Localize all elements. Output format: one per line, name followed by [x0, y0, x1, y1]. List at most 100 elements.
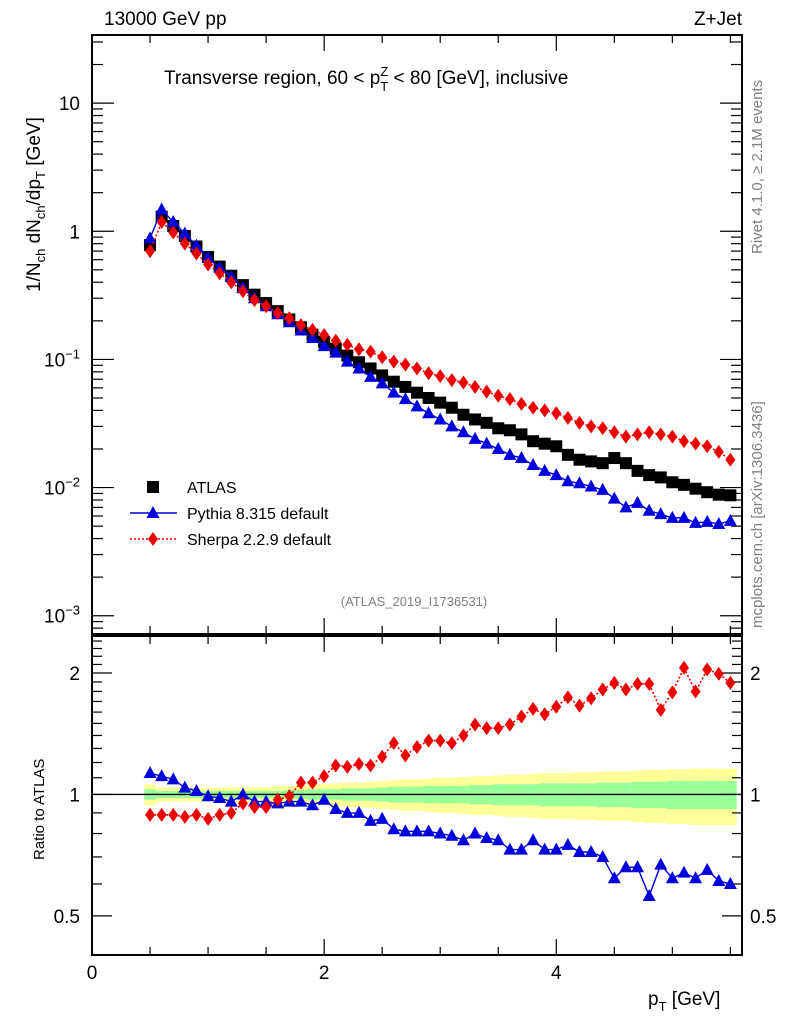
- ratio-sherpa-point: [272, 792, 283, 807]
- ratio-y-tick-label-right: 1: [750, 785, 761, 806]
- ratio-pythia-point: [573, 845, 586, 858]
- ratio-pythia-point: [166, 772, 180, 785]
- main-sherpa-point: [214, 266, 225, 281]
- main-sherpa-point: [458, 375, 469, 390]
- ratio-sherpa-point: [597, 682, 608, 697]
- main-pythia-point: [387, 385, 401, 398]
- main-pythia-point: [549, 468, 563, 481]
- ratio-pythia-point: [224, 794, 238, 807]
- x-tick-label: 4: [551, 963, 562, 984]
- main-pythia-point: [642, 503, 656, 516]
- ratio-pythia-point: [480, 830, 494, 843]
- legend: ATLAS Pythia 8.315 default Sherpa 2.2.9 de…: [130, 480, 332, 549]
- main-pythia-point: [712, 516, 726, 529]
- main-atlas-point: [538, 437, 551, 450]
- ratio-sherpa-point: [307, 775, 318, 790]
- main-sherpa-point: [539, 403, 550, 418]
- ratio-pythia-point: [665, 871, 679, 884]
- main-pythia-point: [410, 399, 424, 412]
- ratio-pythia-point: [549, 842, 563, 855]
- main-atlas-point: [701, 486, 714, 499]
- main-sherpa-point: [562, 410, 573, 425]
- main-sherpa-point: [574, 415, 585, 430]
- main-pythia-point: [189, 238, 203, 251]
- y-tick-label: 10−3: [44, 603, 80, 628]
- ratio-sherpa-point: [562, 690, 573, 705]
- ratio-pythia-point: [456, 833, 470, 846]
- main-pythia-point: [619, 500, 633, 513]
- ratio-pythia-point: [607, 871, 621, 884]
- main-atlas-point: [387, 375, 400, 388]
- main-sherpa-point: [203, 257, 214, 272]
- main-sherpa-point: [713, 444, 724, 459]
- main-atlas-point: [608, 452, 621, 465]
- main-pythia-point: [306, 330, 320, 343]
- main-sherpa-point: [644, 425, 655, 440]
- main-frame: [91, 34, 743, 635]
- main-sherpa-point: [690, 436, 701, 451]
- main-pythia-point: [468, 431, 482, 444]
- main-pythia-point: [433, 412, 447, 425]
- main-sherpa-point: [551, 406, 562, 421]
- main-atlas-point: [422, 391, 435, 404]
- main-pythia-point: [201, 250, 215, 263]
- x-tick-label: 0: [87, 963, 98, 984]
- main-atlas-point: [411, 386, 423, 399]
- ratio-sherpa-point: [191, 807, 202, 822]
- main-sherpa-point: [528, 400, 539, 415]
- title-sup: Z: [380, 64, 388, 79]
- main-pythia-point: [700, 514, 714, 527]
- ratio-sherpa-point: [551, 699, 562, 714]
- ratio-pythia-point: [503, 842, 517, 855]
- axes: 0 2 4 10 1 10−1 10−2 10−3 2 2 1 1 0.5 0.5: [44, 34, 776, 984]
- ratio-sherpa-point: [203, 811, 214, 826]
- ratio-pythia-point: [596, 849, 610, 862]
- main-pythia-point: [352, 361, 366, 374]
- main-sherpa-point: [249, 293, 260, 308]
- ratio-pythia-point: [619, 860, 633, 873]
- main-atlas-point: [585, 455, 598, 468]
- main-sherpa-point: [353, 342, 364, 357]
- analysis-watermark: (ATLAS_2019_I1736531): [341, 594, 487, 609]
- title-sub: T: [380, 79, 388, 94]
- title-pre: Transverse region, 60 < p: [164, 68, 380, 89]
- main-sherpa-point: [365, 344, 376, 359]
- ratio-sherpa-point: [261, 800, 272, 815]
- main-pythia-point: [654, 507, 668, 520]
- main-sherpa-point: [295, 318, 306, 333]
- ratio-sherpa-point: [586, 691, 597, 706]
- ratio-pythia-point: [468, 826, 482, 839]
- main-pythia-point: [503, 447, 517, 460]
- main-sherpa-point: [272, 306, 283, 321]
- main-sherpa-point: [725, 452, 736, 467]
- ratio-y-tick-label-right: 2: [750, 664, 761, 685]
- main-sherpa-point: [446, 373, 457, 388]
- ratio-sherpa-point: [353, 756, 364, 771]
- main-atlas-point: [457, 408, 470, 421]
- main-sherpa-point: [191, 246, 202, 261]
- ratio-pythia-point: [236, 787, 250, 800]
- ratio-sherpa-point: [400, 748, 411, 763]
- ratio-sherpa-point: [342, 759, 353, 774]
- ratio-sherpa-point: [539, 707, 550, 722]
- main-sherpa-point: [423, 366, 434, 381]
- main-pythia-point: [143, 231, 157, 244]
- main-pythia-point: [514, 451, 528, 464]
- ratio-pythia-point: [584, 845, 598, 858]
- ratio-sherpa-point: [446, 736, 457, 751]
- main-pythia-point: [677, 510, 691, 523]
- ratio-sherpa-point: [574, 698, 585, 713]
- main-atlas-point: [364, 362, 377, 375]
- ratio-pythia-point: [387, 822, 401, 835]
- svg-text:1/Nch dNch/dpT [GeV]: 1/Nch dNch/dpT [GeV]: [24, 117, 48, 292]
- main-atlas-point: [399, 380, 412, 393]
- main-atlas-point: [434, 396, 447, 409]
- ratio-pythia-point: [155, 769, 169, 782]
- ratio-sherpa-point: [620, 682, 631, 697]
- ratio-pythia-point: [642, 889, 656, 902]
- series-layer: [143, 202, 737, 902]
- x-tick-label: 2: [319, 963, 330, 984]
- ratio-sherpa-point: [284, 789, 295, 804]
- ratio-pythia-point: [712, 874, 726, 887]
- main-atlas-point: [643, 469, 656, 482]
